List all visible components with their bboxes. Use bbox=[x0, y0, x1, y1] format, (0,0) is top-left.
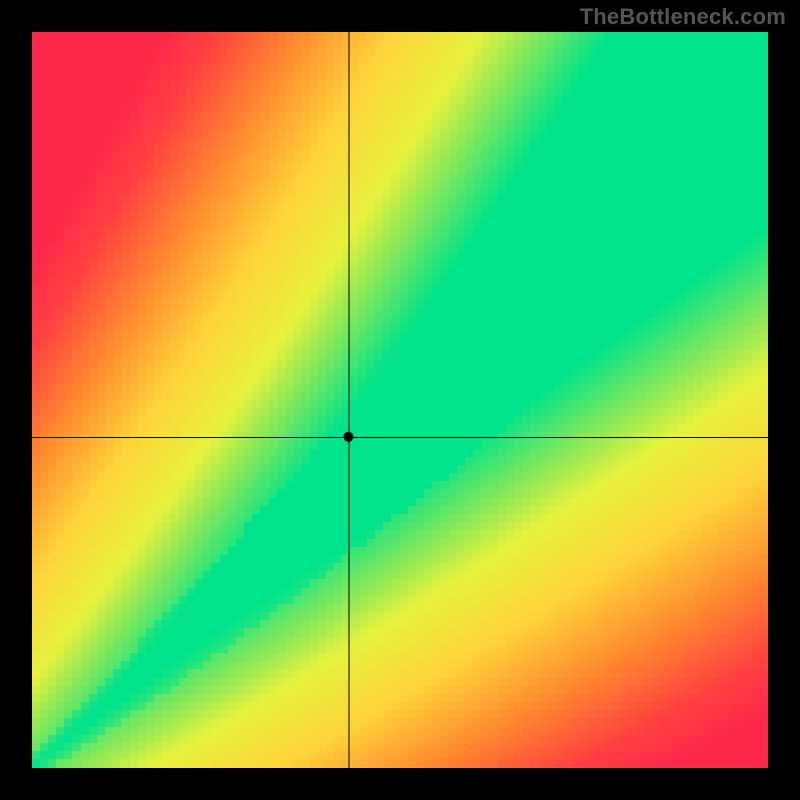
watermark-text: TheBottleneck.com bbox=[580, 4, 786, 30]
bottleneck-heatmap bbox=[32, 32, 768, 768]
